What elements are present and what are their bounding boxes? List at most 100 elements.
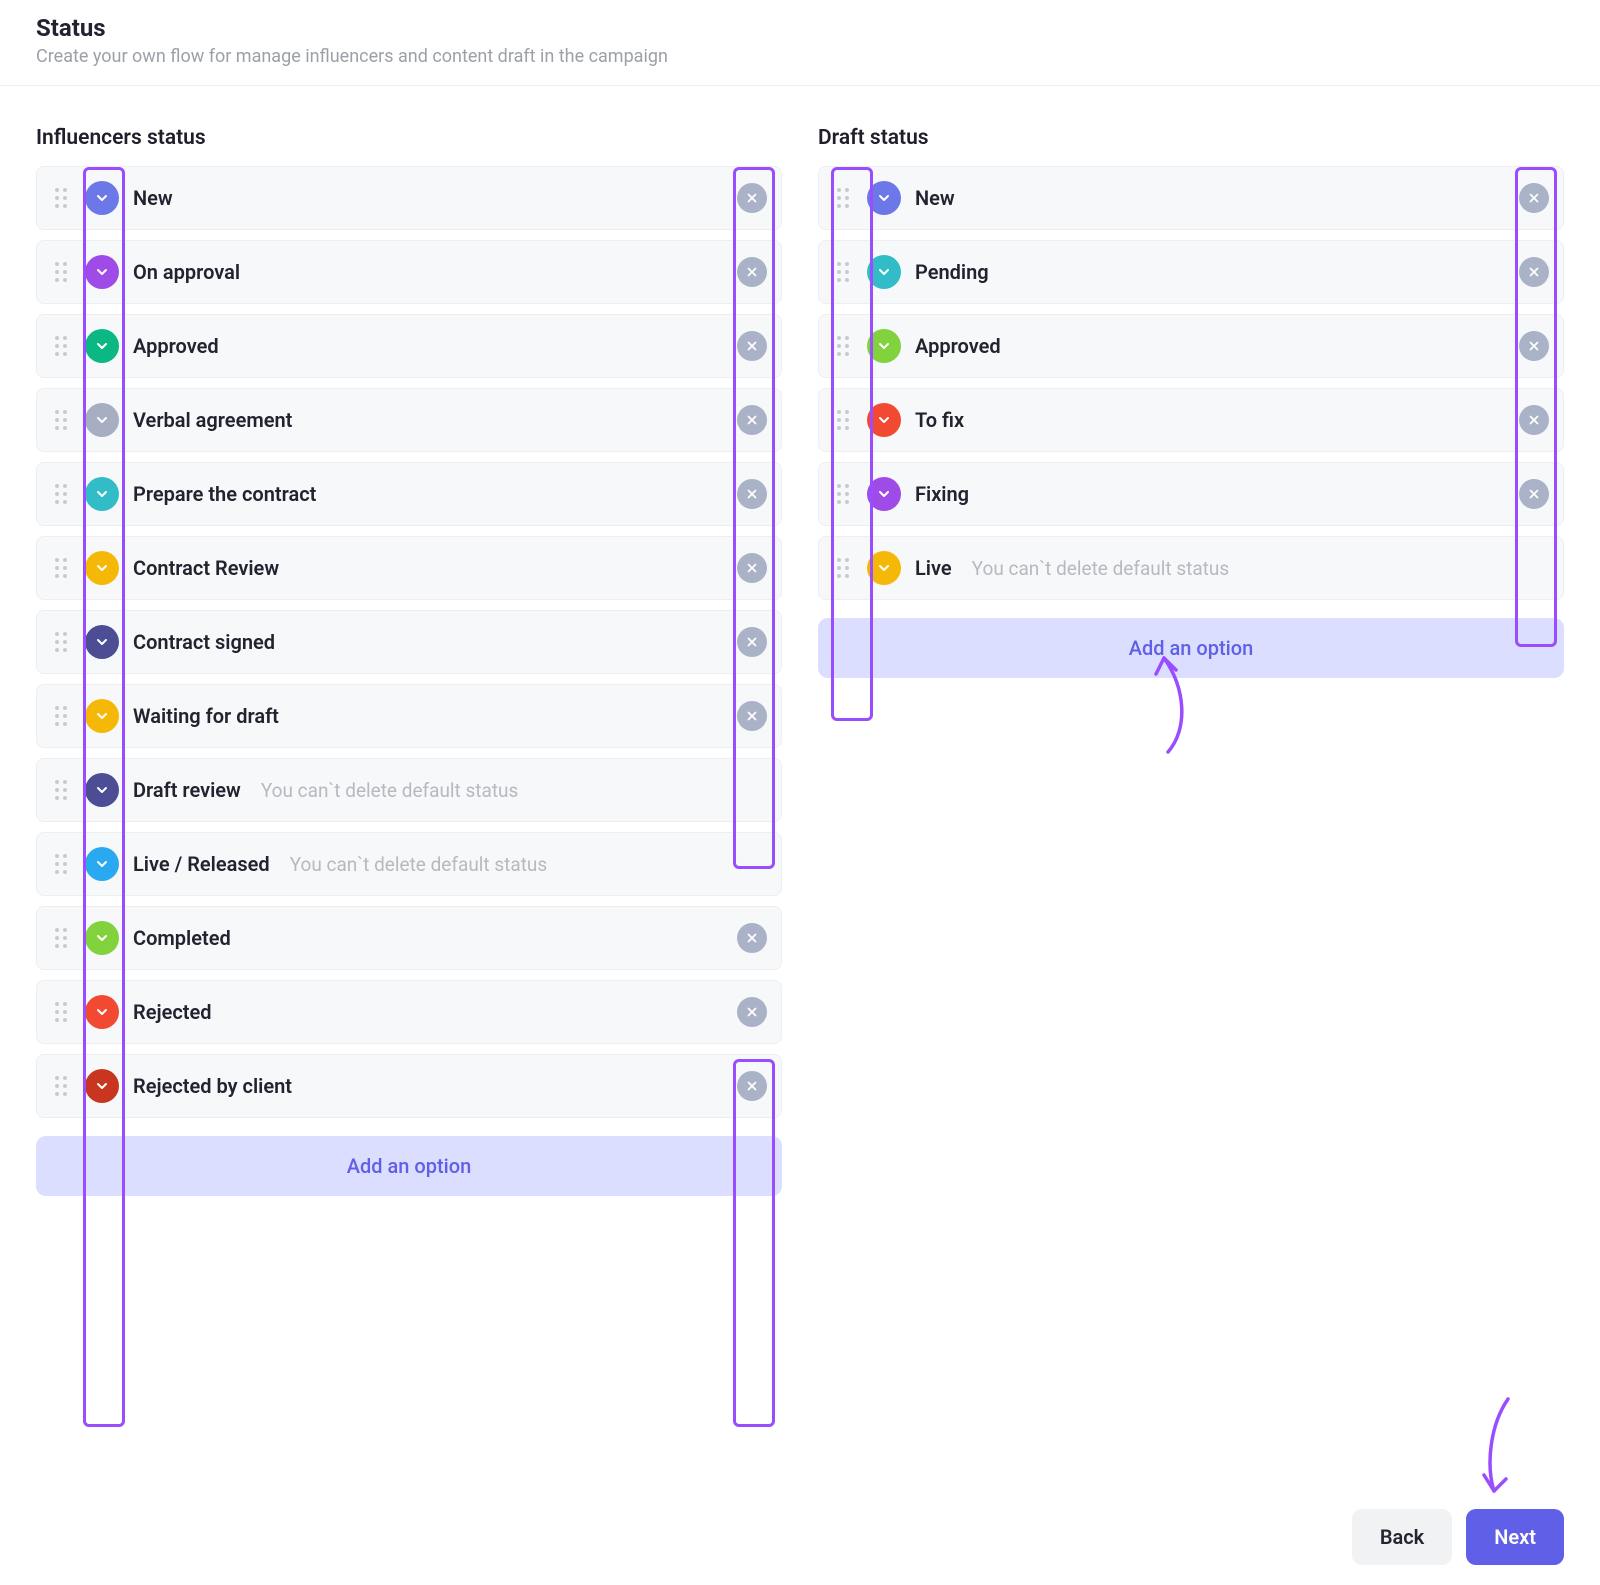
chevron-down-icon — [94, 560, 110, 576]
chevron-down-icon — [876, 486, 892, 502]
drag-handle-icon[interactable] — [51, 184, 71, 212]
delete-status-button[interactable] — [737, 405, 767, 435]
status-row: Approved — [818, 314, 1564, 378]
status-label: New — [915, 186, 955, 210]
add-option-draft-button[interactable]: Add an option — [818, 618, 1564, 678]
drag-handle-icon[interactable] — [833, 332, 853, 360]
chevron-down-icon — [94, 1004, 110, 1020]
delete-status-button[interactable] — [737, 1071, 767, 1101]
delete-status-button[interactable] — [1519, 405, 1549, 435]
drag-handle-icon[interactable] — [833, 554, 853, 582]
back-button[interactable]: Back — [1352, 1509, 1452, 1565]
header-divider — [0, 85, 1600, 86]
drag-handle-icon[interactable] — [51, 258, 71, 286]
status-hint: You can`t delete default status — [972, 557, 1230, 580]
status-row: Draft reviewYou can`t delete default sta… — [36, 758, 782, 822]
status-row: LiveYou can`t delete default status — [818, 536, 1564, 600]
drag-handle-icon[interactable] — [51, 998, 71, 1026]
status-color-badge[interactable] — [85, 995, 119, 1029]
drag-handle-icon[interactable] — [51, 850, 71, 878]
status-row: Completed — [36, 906, 782, 970]
status-hint: You can`t delete default status — [290, 853, 548, 876]
status-color-badge[interactable] — [867, 255, 901, 289]
drag-handle-icon[interactable] — [51, 702, 71, 730]
chevron-down-icon — [876, 264, 892, 280]
status-row: To fix — [818, 388, 1564, 452]
status-color-badge[interactable] — [867, 329, 901, 363]
status-color-badge[interactable] — [867, 551, 901, 585]
chevron-down-icon — [876, 338, 892, 354]
status-row: Rejected by client — [36, 1054, 782, 1118]
status-color-badge[interactable] — [85, 773, 119, 807]
status-color-badge[interactable] — [85, 181, 119, 215]
delete-status-button[interactable] — [737, 923, 767, 953]
annotation-arrow-next — [1464, 1395, 1524, 1505]
drag-handle-icon[interactable] — [51, 332, 71, 360]
close-icon — [745, 413, 759, 427]
delete-status-button[interactable] — [737, 331, 767, 361]
status-label: Contract Review — [133, 556, 279, 580]
status-label: Approved — [133, 334, 219, 358]
delete-status-button[interactable] — [737, 627, 767, 657]
status-color-badge[interactable] — [85, 403, 119, 437]
status-color-badge[interactable] — [867, 403, 901, 437]
status-color-badge[interactable] — [867, 181, 901, 215]
chevron-down-icon — [94, 634, 110, 650]
drag-handle-icon[interactable] — [51, 406, 71, 434]
drag-handle-icon[interactable] — [51, 776, 71, 804]
status-label: Rejected — [133, 1000, 212, 1024]
next-button[interactable]: Next — [1466, 1509, 1564, 1565]
status-row: Fixing — [818, 462, 1564, 526]
status-label: Prepare the contract — [133, 482, 316, 506]
drag-handle-icon[interactable] — [833, 480, 853, 508]
delete-status-button[interactable] — [737, 257, 767, 287]
close-icon — [745, 487, 759, 501]
status-color-badge[interactable] — [85, 847, 119, 881]
drag-handle-icon[interactable] — [51, 924, 71, 952]
footer-actions: Back Next — [1352, 1509, 1564, 1565]
status-color-badge[interactable] — [85, 625, 119, 659]
drag-handle-icon[interactable] — [51, 480, 71, 508]
drag-handle-icon[interactable] — [833, 258, 853, 286]
drag-handle-icon[interactable] — [51, 628, 71, 656]
status-color-badge[interactable] — [85, 477, 119, 511]
delete-status-button[interactable] — [737, 701, 767, 731]
delete-status-button[interactable] — [1519, 479, 1549, 509]
drag-handle-icon[interactable] — [833, 184, 853, 212]
delete-status-button[interactable] — [1519, 331, 1549, 361]
drag-handle-icon[interactable] — [51, 1072, 71, 1100]
close-icon — [745, 635, 759, 649]
delete-status-button[interactable] — [737, 553, 767, 583]
status-label: Waiting for draft — [133, 704, 279, 728]
status-color-badge[interactable] — [867, 477, 901, 511]
delete-status-button[interactable] — [1519, 257, 1549, 287]
chevron-down-icon — [94, 782, 110, 798]
status-row: Rejected — [36, 980, 782, 1044]
status-label: New — [133, 186, 173, 210]
influencers-status-column: Influencers status NewOn approvalApprove… — [36, 126, 782, 1196]
status-color-badge[interactable] — [85, 699, 119, 733]
delete-status-button[interactable] — [1519, 183, 1549, 213]
delete-status-button[interactable] — [737, 479, 767, 509]
status-label: Pending — [915, 260, 989, 284]
status-row: Approved — [36, 314, 782, 378]
status-label: Live / Released — [133, 852, 270, 876]
delete-status-button[interactable] — [737, 183, 767, 213]
status-row: Waiting for draft — [36, 684, 782, 748]
status-color-badge[interactable] — [85, 255, 119, 289]
status-color-badge[interactable] — [85, 329, 119, 363]
close-icon — [745, 1079, 759, 1093]
close-icon — [1527, 339, 1541, 353]
close-icon — [745, 1005, 759, 1019]
status-color-badge[interactable] — [85, 551, 119, 585]
chevron-down-icon — [876, 560, 892, 576]
drag-handle-icon[interactable] — [833, 406, 853, 434]
delete-status-button[interactable] — [737, 997, 767, 1027]
status-color-badge[interactable] — [85, 1069, 119, 1103]
draft-status-list: New Pending Approved To fix Fixing LiveYou ca… — [818, 166, 1564, 600]
drag-handle-icon[interactable] — [51, 554, 71, 582]
status-row: New — [36, 166, 782, 230]
add-option-influencers-button[interactable]: Add an option — [36, 1136, 782, 1196]
status-color-badge[interactable] — [85, 921, 119, 955]
status-row: Contract Review — [36, 536, 782, 600]
